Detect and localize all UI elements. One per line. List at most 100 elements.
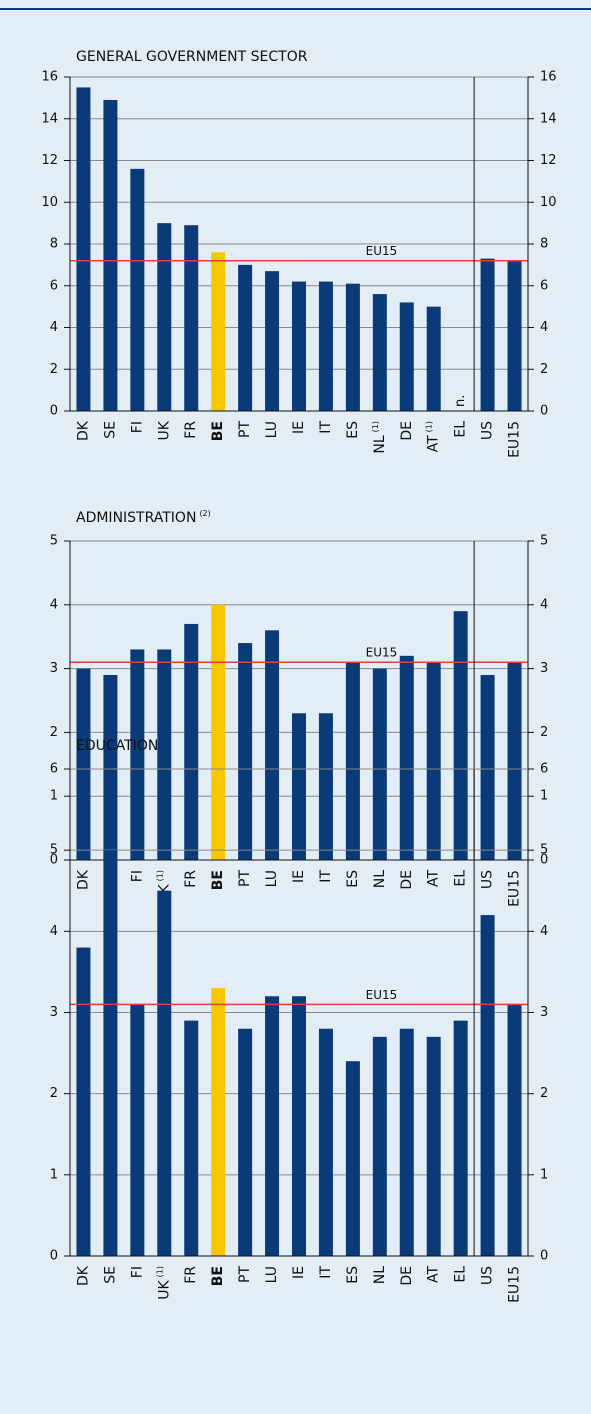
bar: [480, 674, 495, 860]
x-tick-label: IT: [318, 421, 334, 434]
bar: [76, 947, 91, 1256]
x-tick-label-text: ES: [345, 1266, 361, 1284]
bar: [480, 258, 495, 411]
x-tick-label-text: US: [480, 421, 496, 440]
bar: [157, 649, 172, 860]
x-tick-label-text: EU15: [507, 870, 523, 907]
x-tick-label-text: DE: [399, 1266, 415, 1286]
x-tick-label-text: IT: [318, 1266, 334, 1279]
x-tick-label-text: FR: [183, 870, 199, 888]
x-tick-label: ES: [345, 421, 361, 439]
bar: [184, 623, 199, 860]
x-tick-label: ES: [345, 870, 361, 888]
x-tick-label: AT: [426, 1266, 442, 1283]
x-tick-label: FI: [129, 1266, 145, 1278]
y-tick-label: 4: [50, 320, 58, 335]
y2-tick-label: 6: [540, 762, 548, 777]
y2-tick-label: 16: [540, 70, 557, 85]
y-tick-label: 14: [41, 111, 58, 126]
bar: [318, 281, 333, 411]
y2-tick-label: 3: [540, 661, 548, 676]
x-tick-label: PT: [237, 870, 253, 887]
bar: [426, 1036, 441, 1256]
y-tick-label: 5: [50, 843, 58, 858]
bar: [211, 604, 226, 860]
x-tick-label-text: EU15: [507, 1266, 523, 1303]
x-tick-label-text: FI: [129, 1266, 145, 1278]
x-tick-label: BE: [210, 870, 226, 890]
x-tick-label: US: [480, 421, 496, 440]
missing-label: n.: [453, 395, 468, 407]
x-tick-label: PT: [237, 1266, 253, 1283]
x-tick-label-text: NL: [372, 870, 388, 888]
x-tick-label: DK: [75, 869, 91, 890]
y-tick-label: 1: [50, 789, 58, 804]
x-tick-label-text: NL: [372, 435, 388, 453]
y2-tick-label: 1: [540, 789, 548, 804]
x-tick-label-text: PT: [237, 1266, 253, 1283]
x-tick-label: EL: [453, 1266, 469, 1283]
y-tick-label: 1: [50, 1167, 58, 1182]
x-tick-label: EU15: [507, 421, 523, 458]
chart-title: EDUCATION: [76, 738, 158, 754]
bar: [103, 850, 118, 1256]
x-tick-label: UK: [156, 420, 172, 440]
bar: [130, 1004, 145, 1256]
bar: [345, 662, 360, 860]
y2-tick-label: 6: [540, 278, 548, 293]
x-tick-label-text: LU: [264, 1266, 280, 1283]
bar: [292, 713, 306, 860]
y2-tick-label: 1: [540, 1167, 548, 1182]
bar: [372, 1036, 387, 1256]
y-tick-label: 0: [50, 1249, 58, 1264]
x-tick-label: AT: [426, 870, 442, 887]
x-tick-label-text: US: [480, 870, 496, 889]
x-tick-label: PT: [237, 421, 253, 438]
bar: [184, 225, 199, 411]
x-tick-label-text: DK: [75, 1265, 91, 1286]
x-tick-label-text: IT: [318, 421, 334, 434]
x-tick-label-text: ES: [345, 870, 361, 888]
x-tick-label-text: LU: [264, 870, 280, 887]
bar: [238, 264, 253, 411]
bar: [480, 915, 495, 1256]
x-tick-label-note: (1): [424, 421, 433, 432]
x-tick-label: IE: [291, 421, 307, 434]
bar: [76, 668, 91, 860]
bar: [372, 294, 387, 411]
x-tick-label: EU15: [507, 870, 523, 907]
bar: [345, 1061, 360, 1256]
x-tick-label: SE: [102, 1266, 118, 1284]
x-tick-label-text: EL: [453, 1266, 469, 1283]
y-tick-label: 10: [41, 195, 58, 210]
x-tick-label-note: (1): [155, 1266, 164, 1277]
x-tick-label-text: FI: [129, 421, 145, 433]
y-tick-label: 3: [50, 1005, 58, 1020]
x-tick-label-text: BE: [210, 870, 226, 890]
x-tick-label: UK (1): [155, 1266, 173, 1300]
x-tick-label-text: PT: [237, 870, 253, 887]
y2-tick-label: 3: [540, 1005, 548, 1020]
bar: [238, 1028, 253, 1256]
x-tick-label: BE: [210, 421, 226, 441]
x-tick-label-text: DE: [399, 421, 415, 441]
x-tick-label: IT: [318, 870, 334, 883]
y-tick-label: 2: [50, 1086, 58, 1101]
bar: [265, 271, 280, 411]
y-tick-label: 6: [50, 762, 58, 777]
x-tick-label-note: (1): [370, 421, 379, 432]
x-tick-label-text: IE: [291, 870, 307, 883]
bar: [372, 668, 387, 860]
x-tick-label-text: AT: [426, 435, 442, 452]
x-tick-label: IE: [291, 870, 307, 883]
x-tick-label: DE: [399, 870, 415, 890]
x-tick-label: DK: [75, 420, 91, 441]
x-tick-label-text: SE: [102, 421, 118, 439]
bar: [345, 283, 360, 411]
bar: [292, 996, 306, 1256]
x-tick-label-text: ES: [345, 421, 361, 439]
x-tick-label-text: FR: [183, 1266, 199, 1284]
x-tick-label-text: IE: [291, 1266, 307, 1279]
x-tick-label-text: UK: [156, 1280, 172, 1300]
bar: [265, 996, 280, 1256]
